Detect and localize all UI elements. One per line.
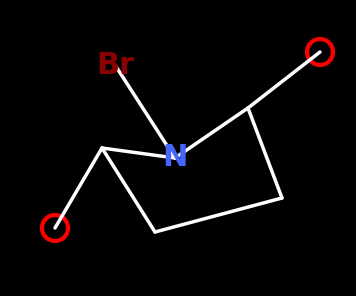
Text: Br: Br — [96, 51, 134, 80]
Text: N: N — [162, 144, 188, 173]
